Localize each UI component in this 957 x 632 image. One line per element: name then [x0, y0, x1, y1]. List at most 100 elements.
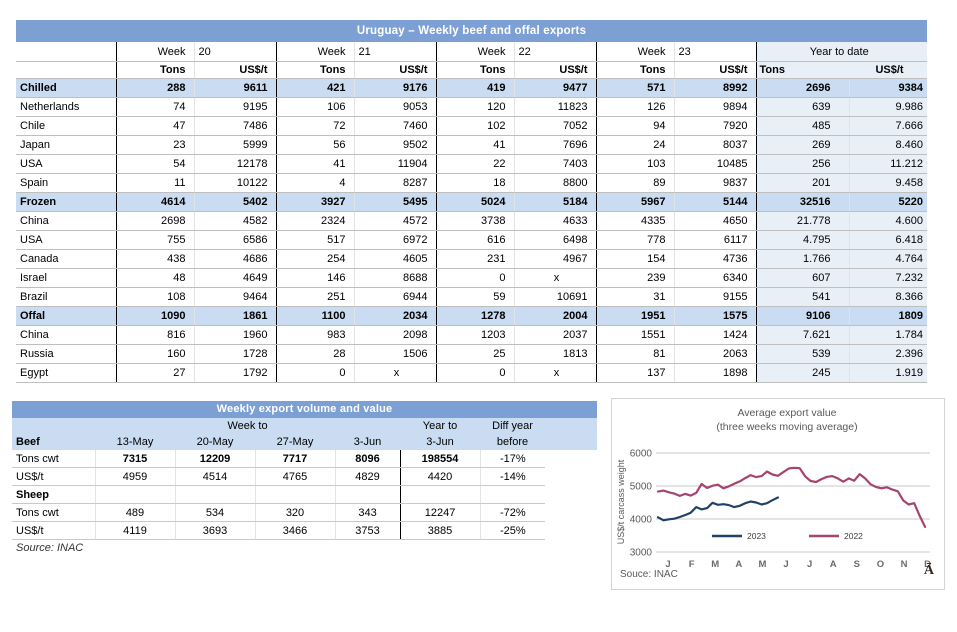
- table-row: Tons cwt 7315 12209 7717 8096 198554 -17%: [12, 450, 597, 468]
- corner-cell: [16, 61, 116, 79]
- table-cell: 11823: [513, 97, 596, 117]
- table-cell: 5495: [353, 192, 436, 212]
- table-cell: 2063: [673, 344, 756, 364]
- table-cell: 12209: [174, 450, 255, 468]
- table-cell: 4.764: [848, 249, 928, 269]
- table-cell: 2.396: [848, 344, 928, 364]
- x-tick-label: M: [711, 559, 719, 570]
- table-cell: 1278: [435, 306, 514, 326]
- table-cell: 27: [115, 363, 194, 383]
- table-cell: 3885: [399, 521, 481, 540]
- table-cell: 7.666: [848, 116, 928, 136]
- table-cell: 7696: [513, 135, 596, 155]
- table-cell: 8688: [353, 268, 436, 288]
- x-tick-label: S: [854, 559, 860, 570]
- table-cell: 8800: [513, 173, 596, 193]
- table-cell: 18: [435, 173, 514, 193]
- table-cell: 9.458: [848, 173, 928, 193]
- table-cell: 778: [595, 230, 674, 250]
- x-tick-label: M: [758, 559, 766, 570]
- table-cell: 8037: [673, 135, 756, 155]
- table-row: Japan 23 5999 56 9502 41 7696 24 8037 269 8.460: [16, 135, 928, 155]
- table-cell: 28: [275, 344, 354, 364]
- table-cell: 8.366: [848, 287, 928, 307]
- filler-cell: [545, 486, 597, 504]
- price-header: US$/t: [673, 61, 756, 79]
- tons-header: Tons: [435, 61, 514, 79]
- week-header-row: Week 20 Week 21 Week 22 Week 23 Year to …: [16, 42, 928, 62]
- empty-cell: [12, 418, 95, 434]
- table-cell: 59: [435, 287, 514, 307]
- table-cell: [334, 485, 401, 504]
- row-label: Netherlands: [16, 97, 116, 117]
- table-cell: 1809: [848, 306, 928, 326]
- row-label: Offal: [16, 306, 116, 326]
- table-cell: 56: [275, 135, 354, 155]
- y-axis-label: US$/t carcass weight: [616, 459, 626, 544]
- table-cell: [479, 485, 546, 504]
- table-cell: 1861: [193, 306, 276, 326]
- y-tick-label: 4000: [630, 515, 653, 526]
- table-cell: 816: [115, 325, 194, 345]
- table-cell: 154: [595, 249, 674, 269]
- table-cell: 269: [755, 135, 849, 155]
- table-row: Russia 160 1728 28 1506 25 1813 81 2063 539 2.396: [16, 344, 928, 364]
- table-cell: 12178: [193, 154, 276, 174]
- table-cell: 9.986: [848, 97, 928, 117]
- row-label: Chilled: [16, 78, 116, 98]
- chart-source: Souce: INAC: [620, 569, 678, 580]
- table-cell: 201: [755, 173, 849, 193]
- table-cell: 983: [275, 325, 354, 345]
- week-label: Week: [275, 42, 354, 62]
- table-cell: [174, 485, 255, 504]
- table-cell: 4633: [513, 211, 596, 231]
- row-label: Frozen: [16, 192, 116, 212]
- table-cell: 7920: [673, 116, 756, 136]
- row-label: USA: [16, 154, 116, 174]
- week-label: Week: [595, 42, 674, 62]
- table-cell: 9894: [673, 97, 756, 117]
- table-cell: 320: [254, 503, 335, 522]
- table-row: Chile 47 7486 72 7460 102 7052 94 7920 485 7.666: [16, 116, 928, 136]
- table-cell: 1813: [513, 344, 596, 364]
- table-cell: 1898: [673, 363, 756, 383]
- table-cell: 1506: [353, 344, 436, 364]
- table-row: US$/t 4959 4514 4765 4829 4420 -14%: [12, 467, 597, 486]
- weekly-exports-table: Uruguay – Weekly beef and offal exports …: [16, 20, 928, 383]
- tons-header: Tons: [755, 61, 849, 79]
- table-cell: 126: [595, 97, 674, 117]
- table-cell: 22: [435, 154, 514, 174]
- table-cell: 1203: [435, 325, 514, 345]
- week-to-label: Week to: [95, 418, 401, 434]
- table-cell: 2698: [115, 211, 194, 231]
- week-to-header-row: Week to Year to Diff year: [12, 418, 598, 434]
- week-number: 23: [673, 42, 756, 62]
- table-cell: x: [513, 363, 596, 383]
- table-cell: 485: [755, 116, 849, 136]
- table-cell: 438: [115, 249, 194, 269]
- table-cell: 8.460: [848, 135, 928, 155]
- row-label: Russia: [16, 344, 116, 364]
- tons-header: Tons: [595, 61, 674, 79]
- table-cell: 1.784: [848, 325, 928, 345]
- table-row: China 2698 4582 2324 4572 3738 4633 4335 4650 21.…: [16, 211, 928, 231]
- table-cell: 421: [275, 78, 354, 98]
- table-cell: 3466: [254, 521, 335, 540]
- table-cell: 256: [755, 154, 849, 174]
- table-cell: 607: [755, 268, 849, 288]
- price-header: US$/t: [849, 61, 928, 79]
- chart-title: Average export value: [737, 407, 837, 419]
- tons-header: Tons: [115, 61, 194, 79]
- table-cell: 23: [115, 135, 194, 155]
- table-cell: 1792: [193, 363, 276, 383]
- x-tick-label: J: [665, 559, 670, 570]
- row-label: Sheep: [12, 485, 95, 504]
- before-label: before: [480, 434, 546, 450]
- table-row: Chilled 288 9611 421 9176 419 9477 571 8992 2696 9…: [16, 78, 928, 98]
- series-line-2022: [656, 466, 927, 529]
- filler-cell: [545, 434, 598, 450]
- x-tick-label: N: [901, 559, 908, 570]
- table-row: US$/t 4119 3693 3466 3753 3885 -25%: [12, 521, 597, 540]
- date-header: 27-May: [255, 434, 335, 450]
- row-label: Japan: [16, 135, 116, 155]
